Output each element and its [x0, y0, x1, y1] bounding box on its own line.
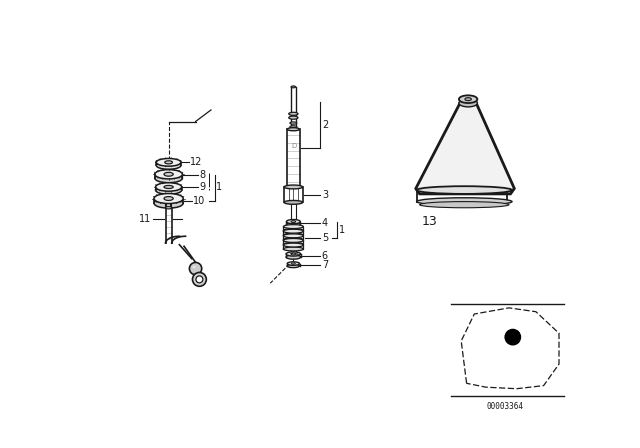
- Text: 6: 6: [322, 250, 328, 260]
- Ellipse shape: [154, 194, 183, 203]
- Text: 11: 11: [140, 214, 152, 224]
- Ellipse shape: [155, 173, 182, 183]
- Ellipse shape: [291, 263, 295, 264]
- Text: 5: 5: [322, 233, 328, 243]
- Ellipse shape: [289, 116, 298, 119]
- Ellipse shape: [290, 126, 297, 128]
- Ellipse shape: [465, 98, 472, 101]
- Ellipse shape: [284, 224, 303, 228]
- Text: 12: 12: [190, 157, 202, 168]
- Ellipse shape: [164, 197, 173, 200]
- Ellipse shape: [284, 233, 303, 237]
- Text: 10: 10: [193, 196, 205, 206]
- Ellipse shape: [291, 86, 296, 88]
- Ellipse shape: [284, 243, 303, 247]
- Ellipse shape: [459, 99, 477, 107]
- Text: 3: 3: [322, 190, 328, 200]
- Ellipse shape: [286, 252, 301, 256]
- Text: 7: 7: [322, 260, 328, 270]
- Ellipse shape: [417, 198, 512, 206]
- Ellipse shape: [286, 255, 301, 259]
- Ellipse shape: [284, 234, 303, 238]
- Ellipse shape: [156, 186, 182, 194]
- Ellipse shape: [164, 185, 173, 189]
- Polygon shape: [416, 102, 515, 194]
- Ellipse shape: [193, 266, 196, 268]
- Ellipse shape: [284, 229, 303, 233]
- Circle shape: [189, 263, 202, 275]
- Ellipse shape: [417, 186, 512, 194]
- Ellipse shape: [164, 161, 172, 164]
- Text: 8: 8: [200, 170, 205, 180]
- Ellipse shape: [284, 238, 303, 241]
- Ellipse shape: [290, 122, 297, 124]
- Circle shape: [193, 272, 206, 286]
- Text: 00003364: 00003364: [486, 402, 524, 411]
- Ellipse shape: [284, 228, 303, 233]
- Ellipse shape: [287, 262, 300, 265]
- Ellipse shape: [166, 207, 172, 209]
- Ellipse shape: [459, 95, 477, 103]
- Text: 13: 13: [422, 215, 438, 228]
- Ellipse shape: [287, 128, 300, 131]
- Text: 9: 9: [200, 182, 205, 192]
- Text: D: D: [292, 143, 297, 150]
- Ellipse shape: [287, 264, 300, 267]
- Text: 1: 1: [339, 225, 345, 236]
- Ellipse shape: [420, 202, 509, 208]
- Ellipse shape: [284, 200, 303, 204]
- Ellipse shape: [289, 112, 298, 115]
- Ellipse shape: [284, 238, 303, 242]
- Circle shape: [505, 329, 520, 345]
- Ellipse shape: [284, 185, 303, 189]
- Ellipse shape: [164, 172, 173, 176]
- Ellipse shape: [156, 183, 182, 191]
- Text: 4: 4: [322, 218, 328, 228]
- Ellipse shape: [156, 162, 181, 169]
- Ellipse shape: [156, 159, 181, 166]
- Ellipse shape: [291, 253, 296, 255]
- Ellipse shape: [291, 221, 296, 223]
- Ellipse shape: [284, 242, 303, 246]
- Circle shape: [196, 276, 203, 283]
- Ellipse shape: [155, 170, 182, 179]
- Ellipse shape: [287, 220, 300, 224]
- Text: 1: 1: [216, 182, 223, 192]
- Text: 2: 2: [322, 121, 328, 130]
- Ellipse shape: [287, 223, 300, 227]
- Ellipse shape: [284, 247, 303, 251]
- Ellipse shape: [154, 198, 183, 208]
